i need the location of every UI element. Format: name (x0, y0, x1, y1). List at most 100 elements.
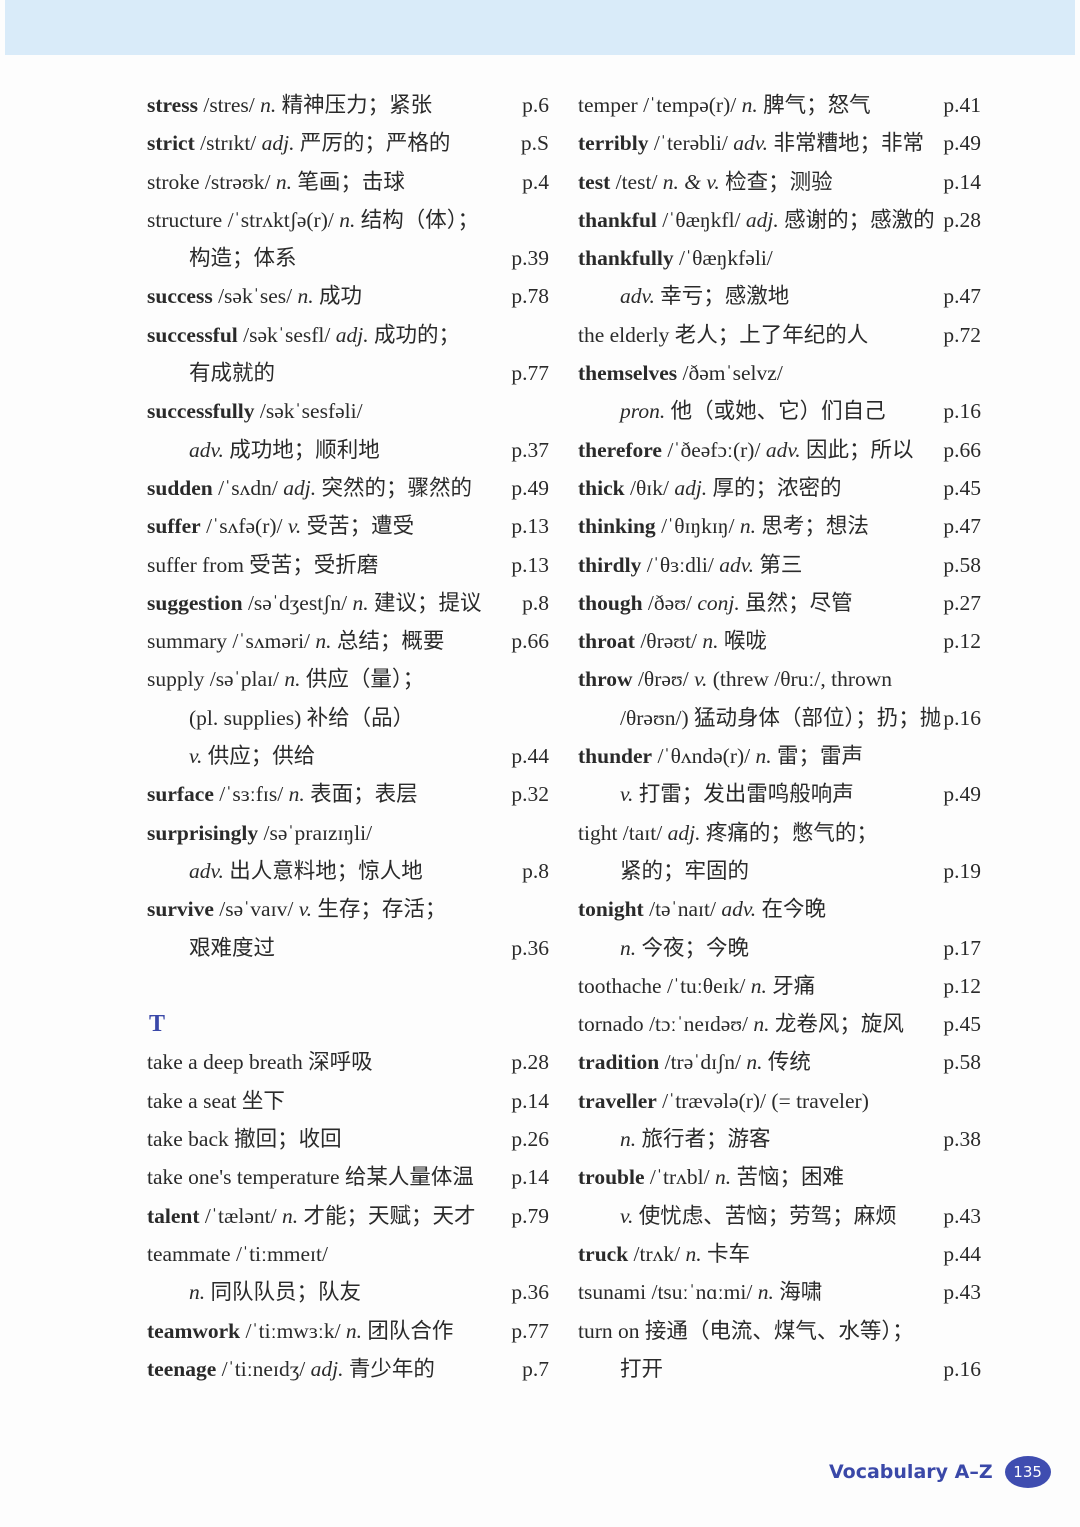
entry-text: survive /səˈvaɪv/ v. 生存；存活； (147, 897, 446, 921)
part-of-speech: adv. (719, 552, 755, 577)
headword: thirdly (578, 552, 642, 577)
definition: 检查；测验 (725, 169, 833, 194)
entry-continuation: 构造；体系 p.39 (147, 239, 549, 277)
headword: successfully (147, 399, 255, 424)
definition: 虽然；尽管 (745, 590, 853, 615)
vocab-entry: though /ðəʊ/ conj. 虽然；尽管 p.27 (578, 584, 981, 622)
headword: tight (578, 820, 618, 845)
definition: 雷；雷声 (777, 744, 864, 769)
entry-text: take one's temperature 给某人量体温 (147, 1165, 474, 1189)
entry-text: 紧的；牢固的 (578, 859, 749, 883)
phonetic: /səkˈsesfəli/ (259, 399, 363, 424)
phonetic: /ˈtuːθeɪk/ (666, 973, 746, 998)
headword: supply (147, 667, 205, 692)
entry-text: /θrəʊn/) 猛动身体（部位）；扔；抛 (578, 706, 941, 730)
definition: 非常糟地；非常 (773, 131, 924, 156)
headword: the elderly (578, 322, 670, 347)
part-of-speech: v. (620, 1203, 634, 1228)
page-reference: p.S (520, 131, 549, 156)
entry-text: summary /ˈsʌməri/ n. 总结；概要 (147, 629, 444, 653)
vocab-entry: tight /taɪt/ adj. 疼痛的；憋气的； (578, 814, 981, 852)
headword: teammate (147, 1241, 231, 1266)
entry-text: terribly /ˈterəbli/ adv. 非常糟地；非常 (578, 131, 924, 155)
part-of-speech: n. (753, 1012, 770, 1037)
entry-text: thankfully /ˈθæŋkfəli/ (578, 246, 773, 270)
definition: 老人；上了年纪的人 (674, 322, 869, 347)
entry-text: thankful /ˈθæŋkfl/ adj. 感谢的；感激的 (578, 208, 935, 232)
definition: 总结；概要 (336, 629, 445, 654)
page-reference: p.47 (943, 284, 981, 309)
headword: test (578, 169, 611, 194)
entry-text: throat /θrəʊt/ n. 喉咙 (578, 629, 767, 653)
definition: 生存；存活； (317, 897, 447, 922)
vocab-entry: survive /səˈvaɪv/ v. 生存；存活； (147, 890, 549, 928)
vocab-entry: success /səkˈses/ n. 成功 p.78 (147, 277, 549, 315)
vocab-entry: summary /ˈsʌməri/ n. 总结；概要 p.66 (147, 622, 549, 660)
definition: 突然的；骤然的 (321, 475, 472, 500)
vocab-entry: the elderly 老人；上了年纪的人 p.72 (578, 316, 981, 354)
page-reference: p.58 (943, 1050, 981, 1075)
definition: 疼痛的；憋气的； (705, 820, 878, 845)
headword: though (578, 590, 643, 615)
definition: 因此；所以 (806, 437, 914, 462)
entry-text: suffer /ˈsʌfə(r)/ v. 受苦；遭受 (147, 514, 414, 538)
part-of-speech: n. (755, 744, 772, 769)
page-reference: p.41 (943, 93, 981, 117)
part-of-speech: conj. (697, 590, 740, 615)
phonetic: /səˈplaɪ/ (209, 667, 279, 692)
headword: tsunami (578, 1280, 647, 1305)
part-of-speech: adv. (189, 858, 224, 883)
part-of-speech: n. (345, 1318, 363, 1343)
phonetic: /ˈðeəfɔː(r)/ (667, 437, 761, 462)
page-reference: p.58 (943, 552, 981, 577)
page-reference: p.12 (943, 629, 981, 654)
part-of-speech: adj. (745, 207, 779, 232)
entry-text: n. 同队队员；队友 (147, 1280, 361, 1304)
part-of-speech: adv. (189, 437, 224, 462)
definition: 供应（量）； (305, 667, 425, 692)
vocab-entry: themselves /ðəmˈselvz/ (578, 354, 981, 392)
entry-text: tradition /trəˈdɪʃn/ n. 传统 (578, 1050, 811, 1074)
page-reference: p.36 (511, 1280, 549, 1305)
part-of-speech: v. (620, 782, 634, 807)
entry-text: adv. 幸亏；感激地 (578, 284, 789, 308)
headword: sudden (147, 475, 213, 500)
entry-text: thick /θɪk/ adj. 厚的；浓密的 (578, 476, 842, 500)
phonetic: /səˈpraɪzɪŋli/ (263, 820, 373, 845)
entry-continuation: adv. 成功地；顺利地 p.37 (147, 431, 549, 469)
definition: /θrəʊn/) 猛动身体（部位）；扔；抛 (620, 705, 942, 730)
part-of-speech: n. (339, 207, 356, 232)
definition: 打雷；发出雷鸣般响声 (638, 782, 854, 807)
entry-continuation: n. 旅行者；游客 p.38 (578, 1120, 981, 1158)
part-of-speech: n. (297, 284, 314, 309)
vocab-entry: thunder /ˈθʌndə(r)/ n. 雷；雷声 (578, 737, 981, 775)
headword: take one's temperature (147, 1165, 340, 1190)
entry-text: take a seat 坐下 (147, 1089, 285, 1113)
part-of-speech: n. (315, 629, 332, 654)
vocab-entry: test /test/ n. & v. 检查；测验 p.14 (578, 163, 981, 201)
definition: 团队合作 (367, 1318, 454, 1343)
vocab-entry: thankful /ˈθæŋkfl/ adj. 感谢的；感激的 p.28 (578, 201, 981, 239)
phonetic: /ˈtiːmmeɪt/ (235, 1241, 328, 1266)
vocab-entry: suggestion /səˈdʒestʃn/ n. 建议；提议 p.8 (147, 584, 549, 622)
entry-text: teammate /ˈtiːmmeɪt/ (147, 1242, 328, 1266)
entry-text: supply /səˈplaɪ/ n. 供应（量）； (147, 667, 424, 691)
entry-text: teamwork /ˈtiːmwɜːk/ n. 团队合作 (147, 1319, 453, 1343)
definition: 喉咙 (723, 629, 767, 654)
vocab-entry: traveller /ˈtrævələ(r)/ (= traveler) (578, 1082, 981, 1120)
headword: structure (147, 207, 223, 232)
page-reference: p.6 (522, 93, 549, 117)
entry-text: sudden /ˈsʌdn/ adj. 突然的；骤然的 (147, 476, 472, 500)
entry-text: 打开 (578, 1357, 663, 1381)
part-of-speech: n. (275, 169, 292, 194)
definition: 幸亏；感激地 (660, 284, 790, 309)
headword: talent (147, 1203, 200, 1228)
entry-text: suggestion /səˈdʒestʃn/ n. 建议；提议 (147, 591, 481, 615)
definition: (threw /θruː/, thrown (712, 667, 893, 692)
definition: 打开 (620, 1356, 664, 1381)
vocab-entry: turn on 接通（电流、煤气、水等）； (578, 1312, 981, 1350)
page-reference: p.77 (511, 361, 549, 386)
headword: take a seat (147, 1088, 237, 1113)
part-of-speech: v. (287, 514, 302, 539)
definition: 受苦；受折磨 (249, 552, 379, 577)
